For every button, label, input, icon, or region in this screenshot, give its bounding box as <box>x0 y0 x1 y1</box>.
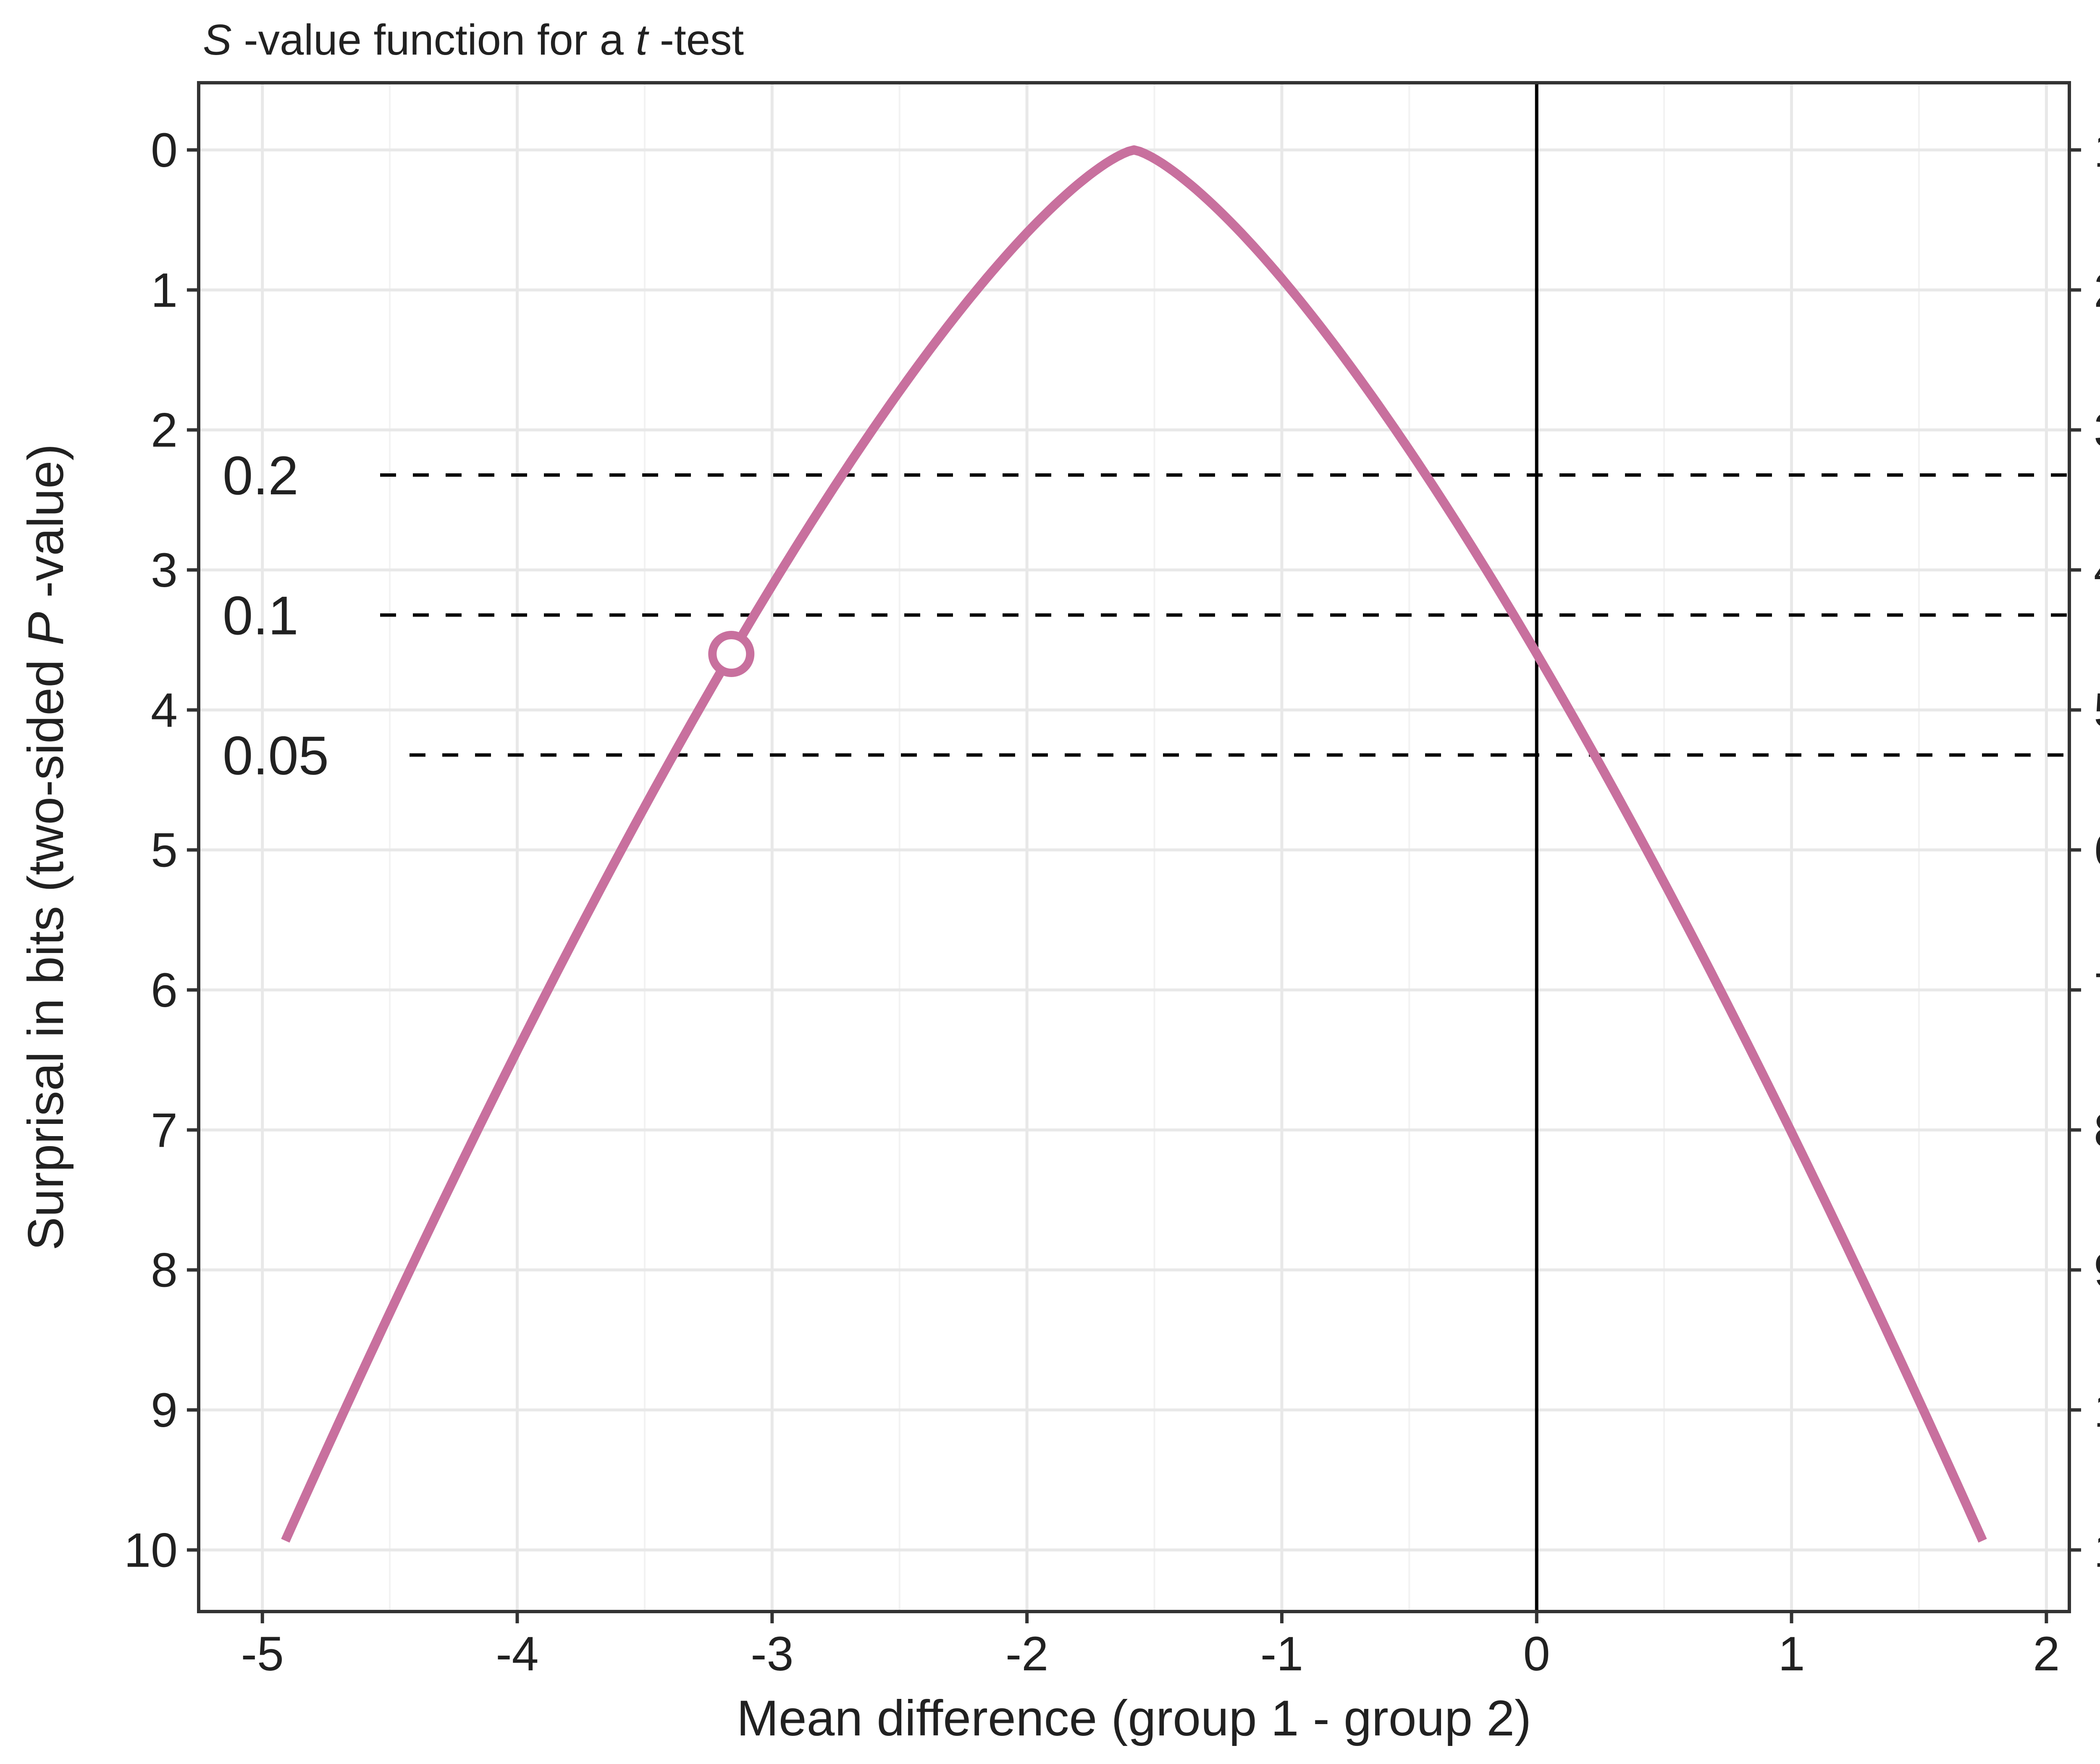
left-axis-title: Surprisal in bits (two-sided P -value) <box>18 444 74 1251</box>
right-axis-tick-label: 11 <box>2094 1523 2100 1577</box>
left-axis-tick-label: 5 <box>151 824 178 877</box>
right-axis-tick-label: 8 <box>2094 1103 2100 1157</box>
x-axis-tick-label: -5 <box>241 1627 284 1681</box>
right-axis-tick-label: 10 <box>2094 1383 2100 1437</box>
x-axis-tick-label: 2 <box>2033 1627 2060 1681</box>
p-threshold-label: 0.05 <box>223 725 329 786</box>
p-threshold-label: 0.1 <box>223 585 299 646</box>
left-axis-tick-label: 2 <box>151 404 178 457</box>
left-axis-tick-label: 8 <box>151 1244 178 1297</box>
p-threshold-label: 0.2 <box>223 445 299 506</box>
x-axis-tick-label: 1 <box>1778 1627 1805 1681</box>
panel-border <box>197 81 2071 1613</box>
right-axis-tick-label: 3 <box>2094 404 2100 457</box>
x-axis-tick-label: -2 <box>1005 1627 1048 1681</box>
grid-minor <box>389 83 1920 1612</box>
right-axis-tick-label: 9 <box>2094 1244 2100 1297</box>
axis-ticks <box>187 148 2081 1623</box>
right-axis-tick-label: 2 <box>2094 263 2100 317</box>
right-axis-tick-label: 5 <box>2094 683 2100 737</box>
right-axis-tick-label: 4 <box>2094 543 2100 597</box>
panel-background <box>199 83 2069 1612</box>
left-axis-tick-label: 7 <box>151 1103 178 1157</box>
left-axis-tick-label: 9 <box>151 1383 178 1437</box>
x-axis-tick-label: -4 <box>496 1627 538 1681</box>
left-axis-tick-label: 3 <box>151 543 178 597</box>
x-axis-tick-label: 0 <box>1523 1627 1550 1681</box>
left-axis-tick-label: 10 <box>124 1523 178 1577</box>
left-axis-tick-label: 1 <box>151 263 178 317</box>
x-axis-title: Mean difference (group 1 - group 2) <box>737 1690 1531 1746</box>
right-axis-tick-label: 6 <box>2094 824 2100 877</box>
reference-lines: 0.2 0.1 0.05 <box>223 445 2069 786</box>
left-axis-tick-label: 4 <box>151 683 178 737</box>
s-value-curve <box>281 145 1987 1543</box>
right-axis-tick-label: 7 <box>2094 963 2100 1017</box>
x-axis-tick-label: -3 <box>751 1627 793 1681</box>
left-axis-tick-label: 6 <box>151 963 178 1017</box>
right-axis-tick-label: 1 <box>2094 123 2100 177</box>
plot-title: S -value function for a t -test <box>203 16 744 64</box>
x-axis-tick-label: -1 <box>1260 1627 1303 1681</box>
left-axis-tick-label: 0 <box>151 123 178 177</box>
left-axis-title-group: Surprisal in bits (two-sided P -value) <box>18 444 74 1251</box>
point-marker-open-circle <box>708 631 755 677</box>
